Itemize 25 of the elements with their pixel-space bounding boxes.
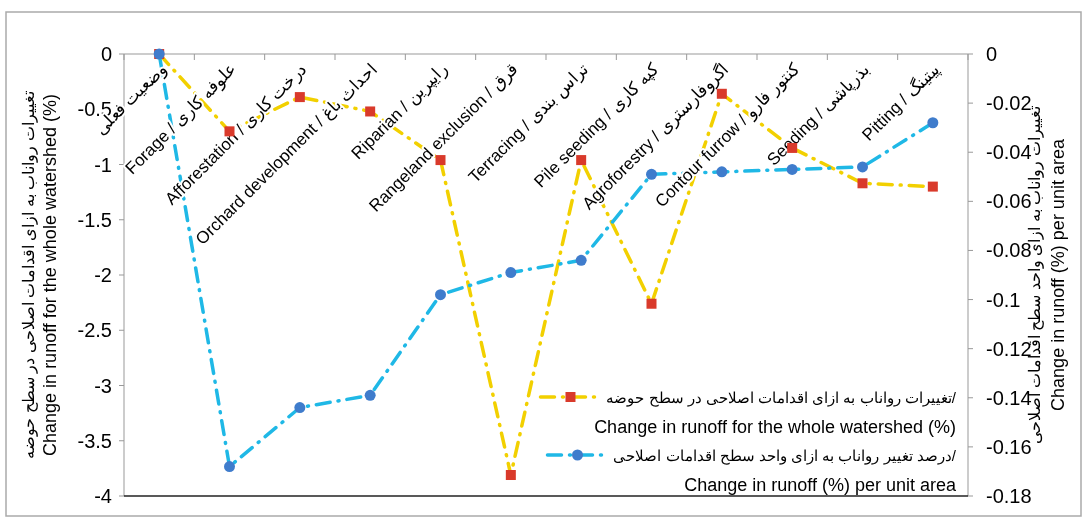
point	[646, 298, 657, 309]
point	[857, 161, 868, 173]
point	[927, 117, 939, 129]
point	[575, 254, 587, 266]
point	[927, 181, 938, 192]
y-tick-label: -1.5	[77, 208, 112, 231]
y2-tick-label: 0	[986, 43, 998, 65]
point	[505, 470, 516, 481]
y-tick-label: -4	[94, 485, 112, 507]
point	[716, 166, 728, 178]
y-tick-label: -1	[94, 153, 112, 176]
y-tick-label: -2	[94, 264, 112, 286]
point	[435, 289, 446, 301]
point	[505, 267, 517, 279]
point	[294, 402, 306, 414]
y-tick-label: -3.5	[77, 429, 112, 452]
y2-tick-label: -0.1	[986, 288, 1021, 311]
point	[364, 389, 376, 401]
point	[435, 155, 446, 166]
y-tick-label: 0	[100, 43, 112, 65]
point	[857, 178, 868, 189]
point	[224, 461, 235, 473]
y-tick-label: -2.5	[77, 319, 112, 342]
y2-tick-label: -0.18	[986, 485, 1032, 507]
y-tick-label: -3	[94, 374, 112, 397]
